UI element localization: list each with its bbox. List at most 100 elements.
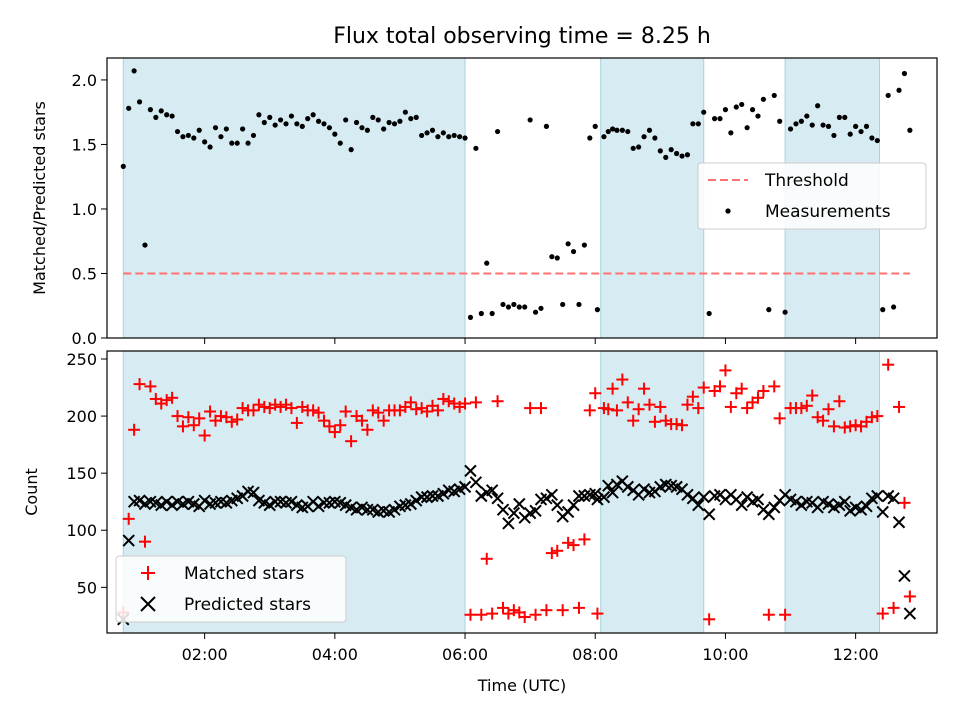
- matched-star-point: [459, 397, 472, 410]
- matched-star-point: [757, 384, 770, 397]
- matched-star-point: [844, 420, 857, 433]
- matched-star-point: [236, 402, 249, 415]
- matched-star-point: [377, 414, 390, 427]
- measurement-point: [760, 96, 767, 102]
- matched-star-point: [372, 406, 385, 419]
- matched-star-point: [578, 533, 591, 546]
- measurement-point: [777, 118, 783, 124]
- matched-star-point: [714, 380, 727, 393]
- matched-star-point: [741, 402, 754, 415]
- matched-star-point: [166, 391, 179, 404]
- measurement-point: [516, 304, 522, 310]
- predicted-star-point: [892, 516, 906, 529]
- measurement-point: [158, 108, 164, 114]
- top-panel-frame: [106, 57, 938, 339]
- measurement-point: [191, 135, 197, 141]
- matched-star-point: [806, 389, 819, 402]
- matched-star-point: [643, 398, 656, 411]
- measurement-point: [218, 134, 224, 140]
- predicted-star-point: [561, 505, 575, 519]
- predicted-star-point: [567, 498, 580, 512]
- predicted-star-point: [426, 489, 439, 503]
- measurement-point: [440, 130, 446, 136]
- predicted-star-point: [485, 484, 499, 497]
- measurement-point: [782, 309, 788, 315]
- matched-star-point: [421, 405, 434, 418]
- measurement-point: [717, 116, 723, 122]
- matched-star-point: [225, 415, 238, 428]
- matched-star-point: [204, 405, 217, 418]
- matched-star-point: [247, 404, 260, 417]
- measurement-point: [605, 128, 611, 135]
- matched-star-point: [187, 419, 200, 432]
- predicted-star-point: [606, 486, 619, 499]
- matched-star-point: [833, 395, 846, 408]
- predicted-star-point: [160, 495, 173, 508]
- matched-star-point: [893, 400, 906, 413]
- predicted-star-point: [317, 496, 331, 510]
- measurement-point: [663, 154, 669, 160]
- predicted-star-point: [155, 498, 168, 512]
- matched-star-point: [616, 373, 629, 386]
- matched-star-point: [903, 590, 916, 603]
- measurement-point: [527, 117, 533, 123]
- measurement-point: [169, 113, 175, 119]
- measurement-point: [549, 254, 555, 260]
- matched-star-point: [827, 420, 840, 433]
- bottom-legend: Matched stars Predicted stars: [115, 555, 347, 623]
- predicted-star-point: [404, 497, 417, 511]
- measurement-point: [576, 301, 582, 308]
- measurement-point: [174, 128, 181, 135]
- y-tick-label: 2.0: [72, 71, 97, 90]
- matched-star-point: [193, 412, 206, 425]
- predicted-star-point: [491, 492, 504, 505]
- measurement-point: [863, 123, 870, 129]
- predicted-star-point: [469, 476, 483, 489]
- predicted-star-point: [312, 500, 325, 513]
- measurement-point: [749, 107, 756, 113]
- measurement-point: [679, 153, 685, 159]
- measurement-point: [815, 103, 821, 109]
- measurement-point: [755, 113, 761, 119]
- matched-star-point: [627, 414, 640, 427]
- matched-star-point: [290, 416, 303, 429]
- predicted-star-point: [751, 493, 765, 506]
- measurement-point: [435, 134, 441, 140]
- measurement-point: [375, 117, 381, 123]
- measurement-point: [457, 134, 463, 140]
- measurement-point: [825, 123, 832, 129]
- matched-star-point: [122, 512, 135, 525]
- matched-star-point: [882, 358, 895, 371]
- predicted-star-point: [529, 504, 542, 518]
- matched-star-point: [529, 608, 542, 621]
- matched-star-point: [621, 396, 634, 409]
- measurement-point: [120, 163, 126, 169]
- predicted-star-point: [833, 498, 846, 512]
- matched-star-point: [540, 604, 553, 617]
- measurement-point: [299, 123, 305, 129]
- matched-star-point: [133, 378, 146, 391]
- legend-measurements-label: Measurements: [765, 202, 891, 222]
- predicted-star-point: [507, 506, 521, 520]
- matched-star-point: [773, 412, 786, 425]
- measurement-point: [511, 301, 517, 308]
- measurement-point: [842, 114, 848, 120]
- matched-star-point: [703, 613, 716, 626]
- measurement-point: [869, 135, 875, 141]
- measurement-point: [164, 112, 170, 118]
- matched-star-point: [572, 601, 585, 614]
- matched-star-point: [751, 391, 764, 404]
- measurement-point: [885, 92, 891, 99]
- measurement-point: [891, 304, 897, 310]
- measurement-point: [858, 128, 864, 135]
- measurement-point: [554, 255, 560, 261]
- measurement-point: [657, 148, 663, 154]
- measurement-point: [315, 118, 322, 124]
- measurement-point: [690, 121, 696, 127]
- predicted-star-point: [540, 492, 553, 505]
- matched-star-point: [317, 414, 330, 427]
- matched-star-point: [404, 396, 417, 409]
- measurement-point: [424, 130, 430, 136]
- matched-star-point: [480, 552, 493, 565]
- predicted-star-point: [247, 486, 260, 499]
